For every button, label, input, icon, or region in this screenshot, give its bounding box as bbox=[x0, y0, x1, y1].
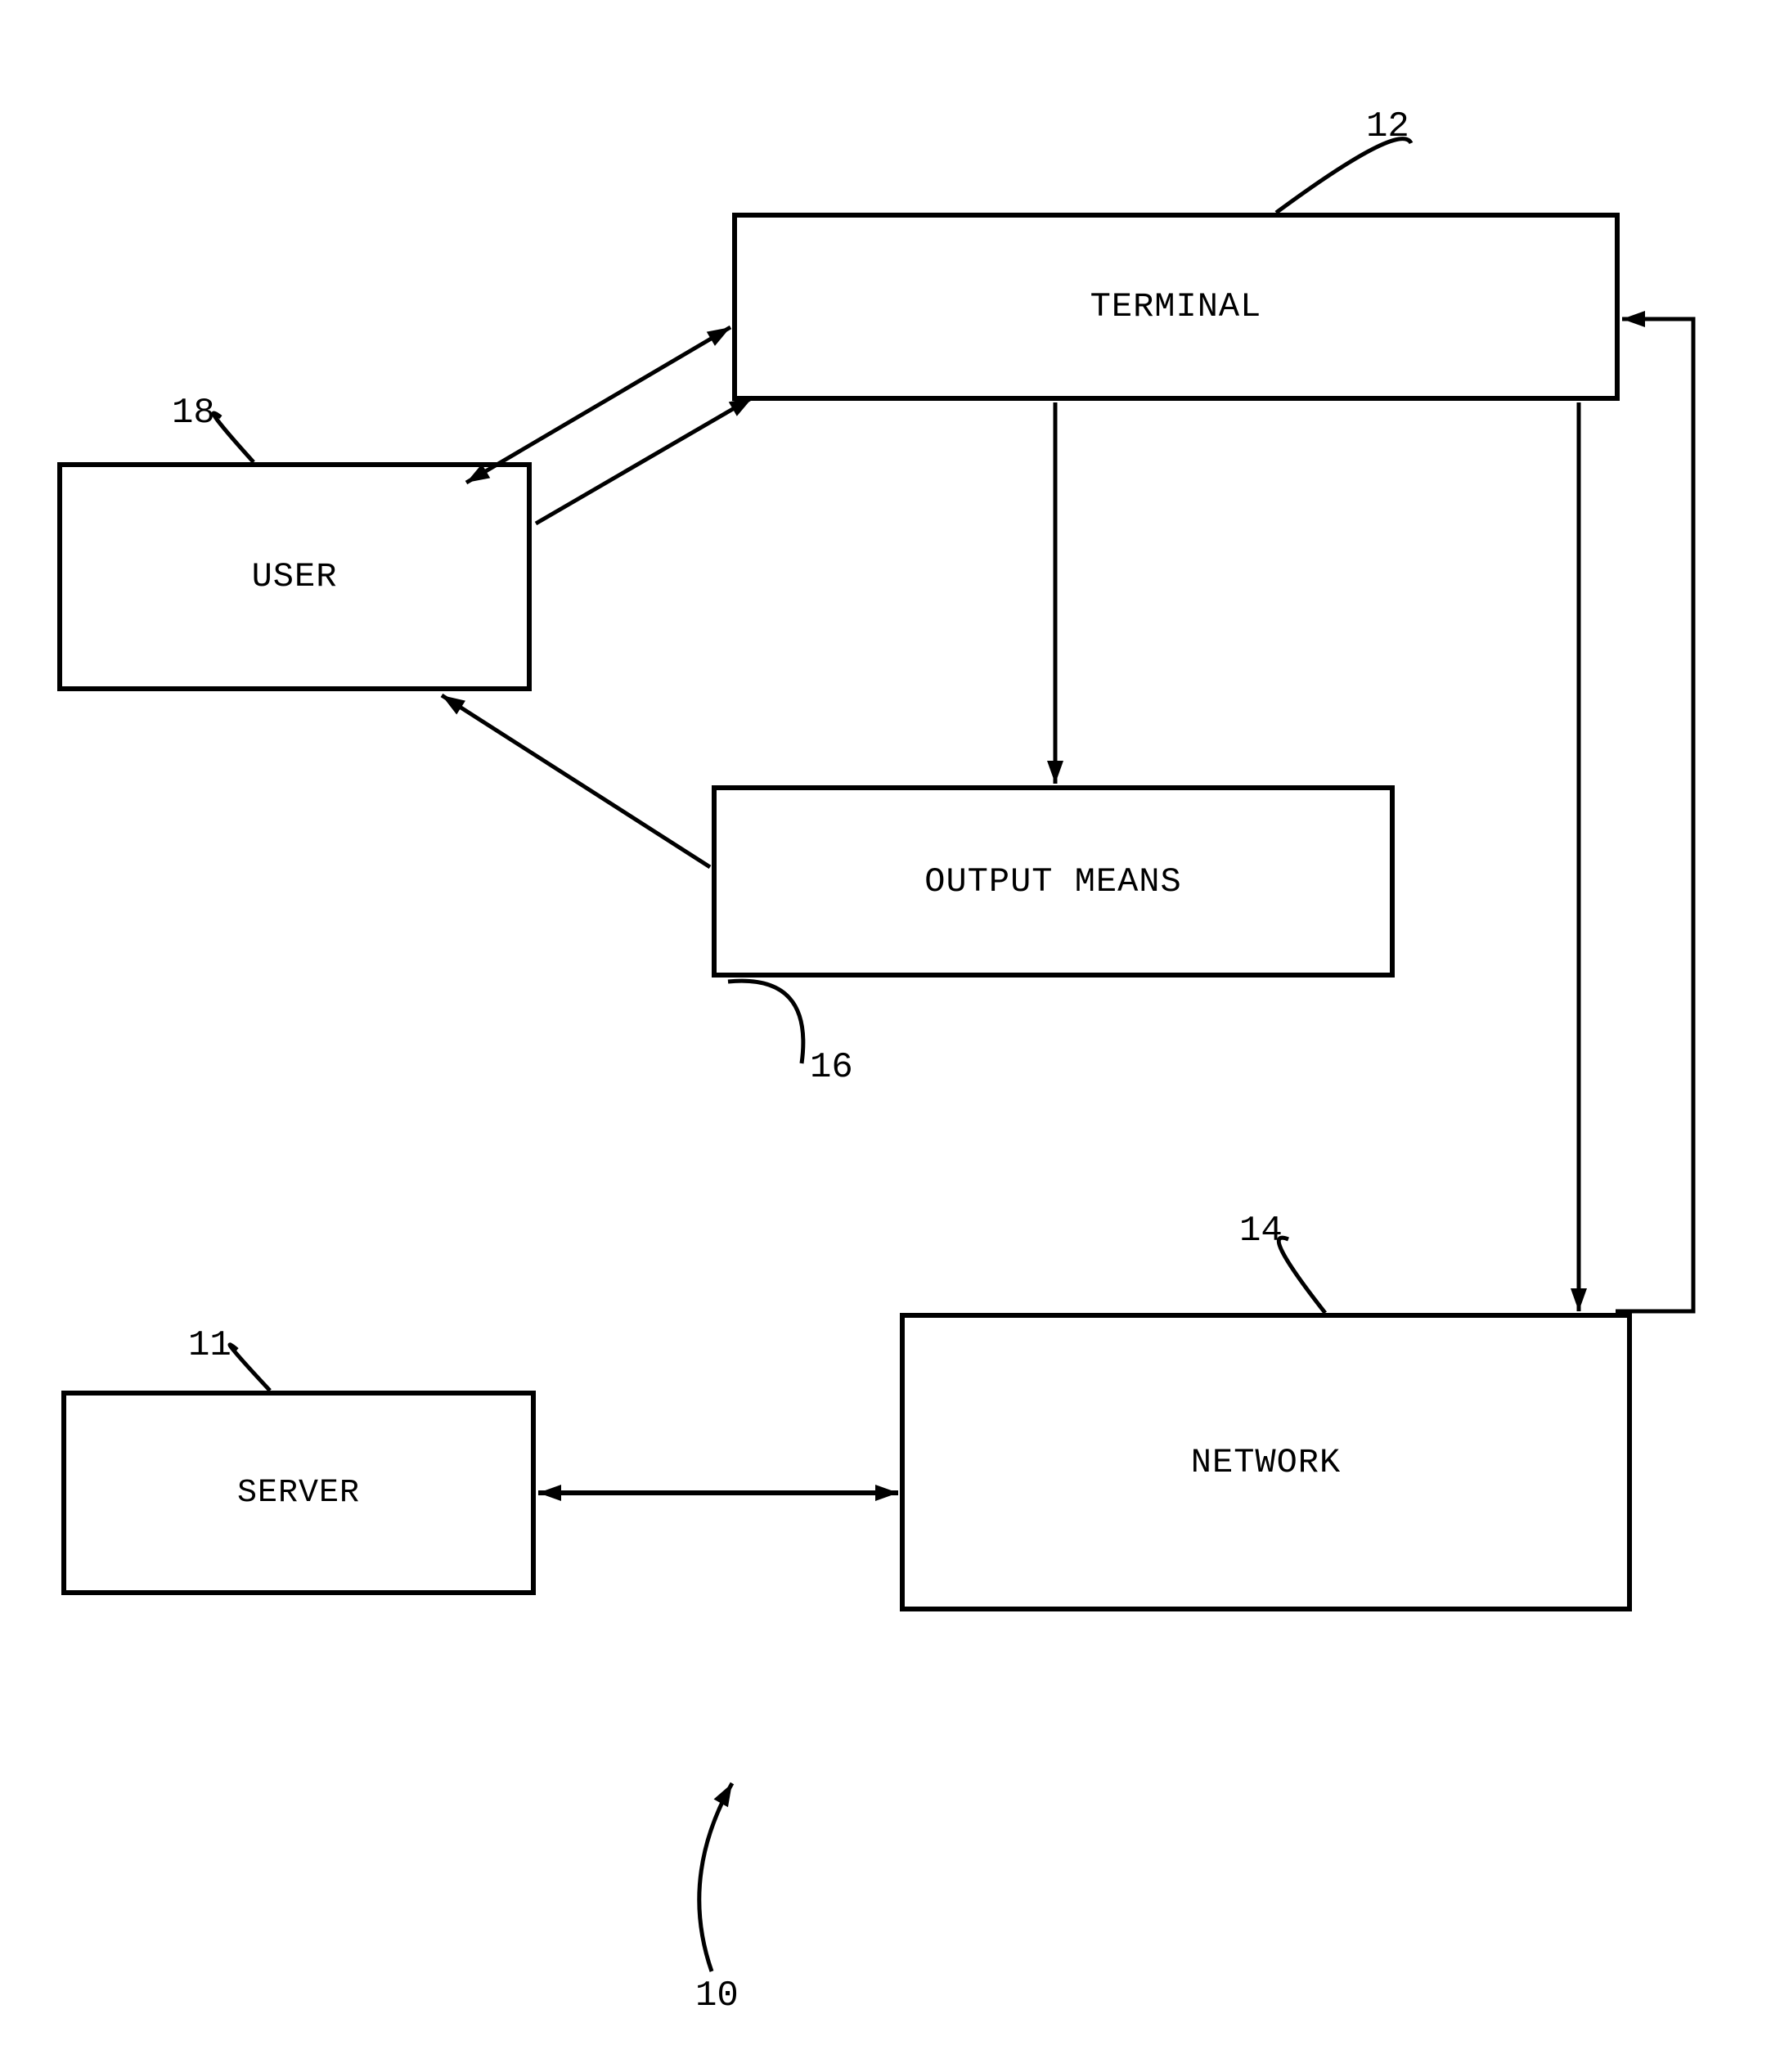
ref-r11: 11 bbox=[188, 1325, 231, 1366]
node-user: USER bbox=[57, 462, 532, 691]
ref-r18: 18 bbox=[172, 393, 215, 434]
node-network-label: NETWORK bbox=[1191, 1443, 1341, 1482]
ref-r12: 12 bbox=[1366, 106, 1409, 147]
node-server: SERVER bbox=[61, 1391, 536, 1595]
node-user-label: USER bbox=[252, 557, 338, 596]
node-server-label: SERVER bbox=[237, 1475, 360, 1512]
node-terminal: TERMINAL bbox=[732, 213, 1620, 401]
node-network: NETWORK bbox=[900, 1313, 1632, 1611]
ref-r16: 16 bbox=[810, 1047, 853, 1088]
ref-r10: 10 bbox=[695, 1975, 739, 2016]
diagram-canvas: TERMINAL USER OUTPUT MEANS SERVER NETWORK 12 1… bbox=[0, 0, 1771, 2072]
ref-r14: 14 bbox=[1239, 1211, 1283, 1252]
node-terminal-label: TERMINAL bbox=[1090, 287, 1262, 326]
node-output_means-label: OUTPUT MEANS bbox=[924, 862, 1181, 901]
node-output_means: OUTPUT MEANS bbox=[712, 785, 1395, 978]
